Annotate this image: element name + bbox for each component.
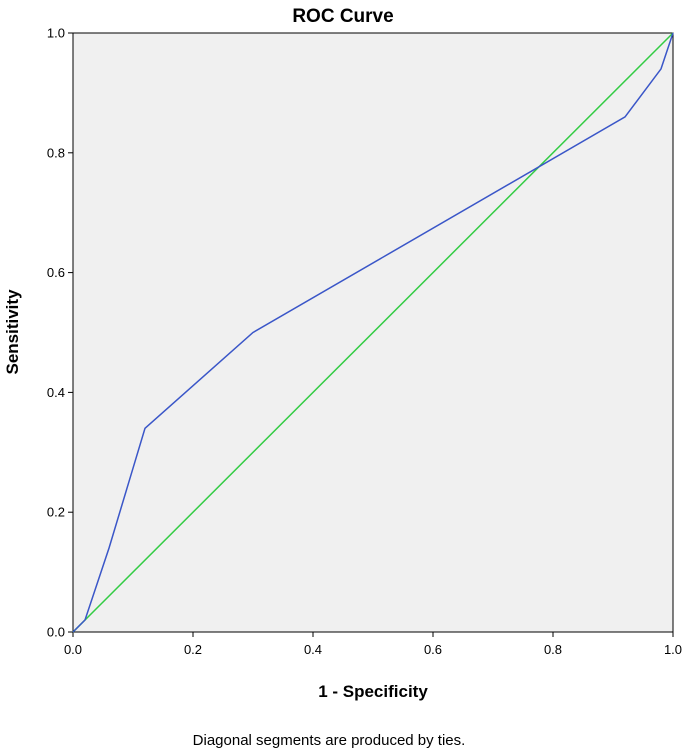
- series-layer: [72, 32, 674, 633]
- chart-title: ROC Curve: [292, 6, 393, 27]
- y-tick-label: 1.0: [47, 26, 65, 41]
- y-tick-label: 0.6: [47, 265, 65, 280]
- x-axis-ticks: 0.0 0.2 0.4 0.6 0.8 1.0: [64, 632, 682, 657]
- x-tick-label: 0.8: [544, 642, 562, 657]
- x-tick-label: 0.6: [424, 642, 442, 657]
- y-tick-label: 0.2: [47, 505, 65, 520]
- x-tick-label: 0.4: [304, 642, 322, 657]
- chart-footnote: Diagonal segments are produced by ties.: [193, 732, 466, 749]
- y-tick-label: 0.8: [47, 145, 65, 160]
- y-tick-label: 0.0: [47, 625, 65, 640]
- x-tick-label: 1.0: [664, 642, 682, 657]
- y-axis-label: Sensitivity: [3, 289, 22, 375]
- x-axis-label: 1 - Specificity: [318, 682, 428, 701]
- y-tick-label: 0.4: [47, 385, 65, 400]
- y-axis-ticks: 0.0 0.2 0.4 0.6 0.8 1.0: [47, 26, 73, 640]
- reference-diagonal-line: [72, 32, 674, 633]
- x-tick-label: 0.2: [184, 642, 202, 657]
- roc-curve-line: [72, 32, 674, 633]
- x-tick-label: 0.0: [64, 642, 82, 657]
